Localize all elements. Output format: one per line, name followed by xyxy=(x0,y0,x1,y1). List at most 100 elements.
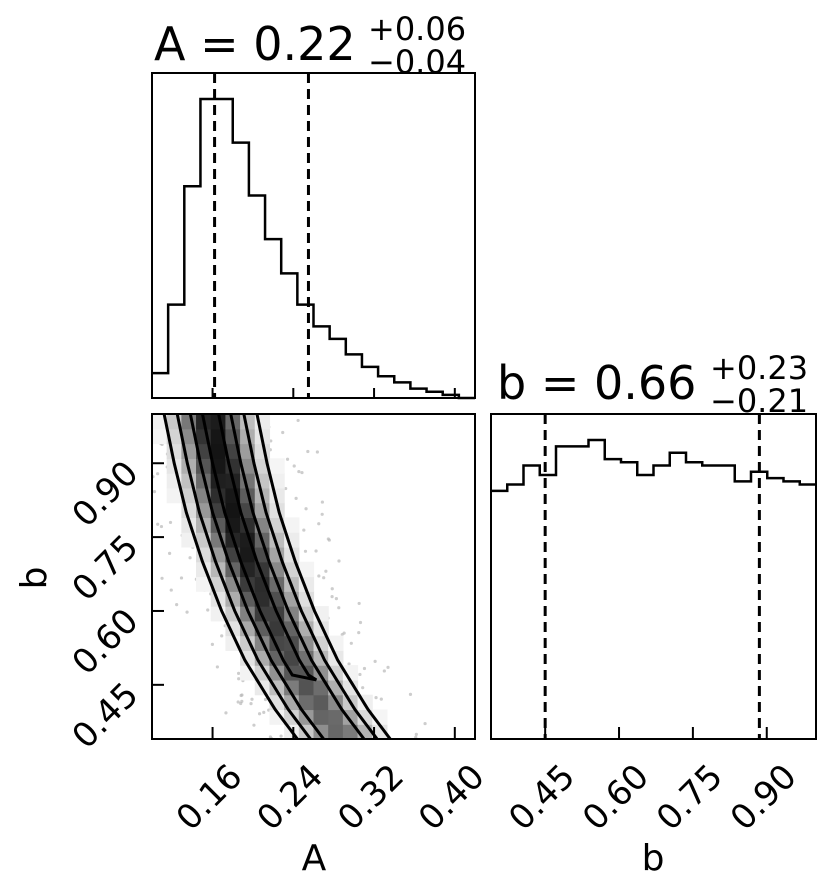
scatter-point xyxy=(239,693,243,698)
scatter-point xyxy=(337,606,341,610)
scatter-point xyxy=(139,518,142,521)
scatter-point xyxy=(252,723,256,727)
scatter-point xyxy=(379,697,383,701)
scatter-point xyxy=(317,522,321,526)
scatter-point xyxy=(292,464,296,468)
scatter-point xyxy=(300,470,304,475)
density-cell xyxy=(298,561,315,578)
ytick-label-b: 0.75 xyxy=(65,527,147,609)
scatter-point xyxy=(160,576,164,580)
scatter-point xyxy=(303,549,308,553)
scatter-point xyxy=(257,712,262,716)
contour-line xyxy=(200,414,318,682)
scatter-point xyxy=(206,608,210,612)
density-cell xyxy=(328,724,344,739)
scatter-point xyxy=(358,672,362,677)
scatter-point xyxy=(294,496,298,500)
scatter-point xyxy=(239,701,243,706)
scatter-point xyxy=(156,472,160,476)
density-cell xyxy=(284,517,300,533)
density-cell xyxy=(225,635,241,651)
xtick-label-a: 0.16 xyxy=(169,757,251,839)
scatter-point xyxy=(224,711,228,715)
scatter-point xyxy=(382,669,386,673)
frame-joint xyxy=(151,413,476,740)
panel-b-marginal: b = 0.66 +0.23 −0.21 0.450.600.750.90 b xyxy=(490,349,817,879)
density-cell xyxy=(152,428,168,445)
contour-line xyxy=(229,414,366,739)
joint-contours xyxy=(162,414,392,739)
density-cell xyxy=(269,458,285,474)
contour-line xyxy=(162,414,299,739)
scatter-point xyxy=(324,569,328,573)
scatter-point xyxy=(285,457,290,461)
scatter-point xyxy=(357,630,361,635)
scatter-point xyxy=(304,507,308,511)
scatter-point xyxy=(362,666,367,671)
scatter-point xyxy=(220,634,224,638)
scatter-point xyxy=(358,620,363,625)
xtick-label-b: 0.75 xyxy=(649,757,731,839)
density-cell xyxy=(254,665,271,681)
ylabel-b: b xyxy=(14,567,55,590)
density-cell xyxy=(298,694,315,711)
title-a-sup: +0.06 xyxy=(368,10,466,48)
scatter-point xyxy=(175,603,179,607)
scatter-point xyxy=(315,450,319,454)
scatter-point xyxy=(284,486,288,491)
xlabel-b: b xyxy=(642,838,665,879)
scatter-point xyxy=(320,512,324,516)
scatter-point xyxy=(423,721,427,726)
contour-line xyxy=(188,414,326,739)
xticks-b: 0.450.600.750.90 xyxy=(501,727,805,839)
density-cell xyxy=(166,487,182,504)
density-cell xyxy=(313,709,329,725)
density-cell xyxy=(196,576,212,592)
density-cell xyxy=(269,709,285,725)
xtick-label-b: 0.60 xyxy=(575,757,657,839)
density-cell xyxy=(225,502,241,519)
scatter-point xyxy=(188,556,192,560)
xlabel-a: A xyxy=(302,838,327,879)
title-a-sub: −0.04 xyxy=(368,43,466,81)
scatter-point xyxy=(373,659,377,664)
density-cell xyxy=(269,620,285,637)
density-cell xyxy=(240,546,256,563)
xtick-label-b: 0.90 xyxy=(723,757,805,839)
joint-density-cells xyxy=(152,414,388,739)
panel-joint: 0.160.240.320.40 0.450.600.750.90 A b xyxy=(14,388,493,879)
scatter-point xyxy=(263,697,268,702)
scatter-point xyxy=(330,587,334,591)
ytick-label-b: 0.60 xyxy=(65,601,147,683)
scatter-point xyxy=(169,588,173,592)
hist-a-steps xyxy=(152,97,475,400)
scatter-point xyxy=(374,696,378,700)
xtick-label-a: 0.32 xyxy=(330,757,412,839)
scatter-point xyxy=(210,642,214,646)
xtick-label-a: 0.24 xyxy=(249,757,331,839)
ytick-label-b: 0.90 xyxy=(65,453,147,535)
scatter-point xyxy=(268,735,272,739)
scatter-point xyxy=(250,697,254,701)
scatter-point xyxy=(317,574,321,578)
scatter-point xyxy=(327,538,331,542)
scatter-point xyxy=(128,427,131,430)
title-b-main: b = 0.66 xyxy=(497,356,696,410)
scatter-point xyxy=(302,528,306,532)
scatter-point xyxy=(137,422,140,425)
scatter-point xyxy=(159,524,164,529)
scatter-point xyxy=(281,430,285,435)
scatter-point xyxy=(237,677,241,681)
ytick-label-b: 0.45 xyxy=(65,675,147,757)
scatter-point xyxy=(322,576,326,580)
density-cell xyxy=(313,724,329,739)
scatter-point xyxy=(334,597,338,601)
density-cell xyxy=(240,650,256,666)
title-a-marginal: A = 0.22 +0.06 −0.04 xyxy=(154,0,481,81)
scatter-point xyxy=(408,692,413,696)
frame-a-marginal xyxy=(151,72,476,399)
scatter-point xyxy=(152,490,157,494)
title-a-main: A = 0.22 xyxy=(154,17,356,71)
density-cell xyxy=(357,709,373,725)
